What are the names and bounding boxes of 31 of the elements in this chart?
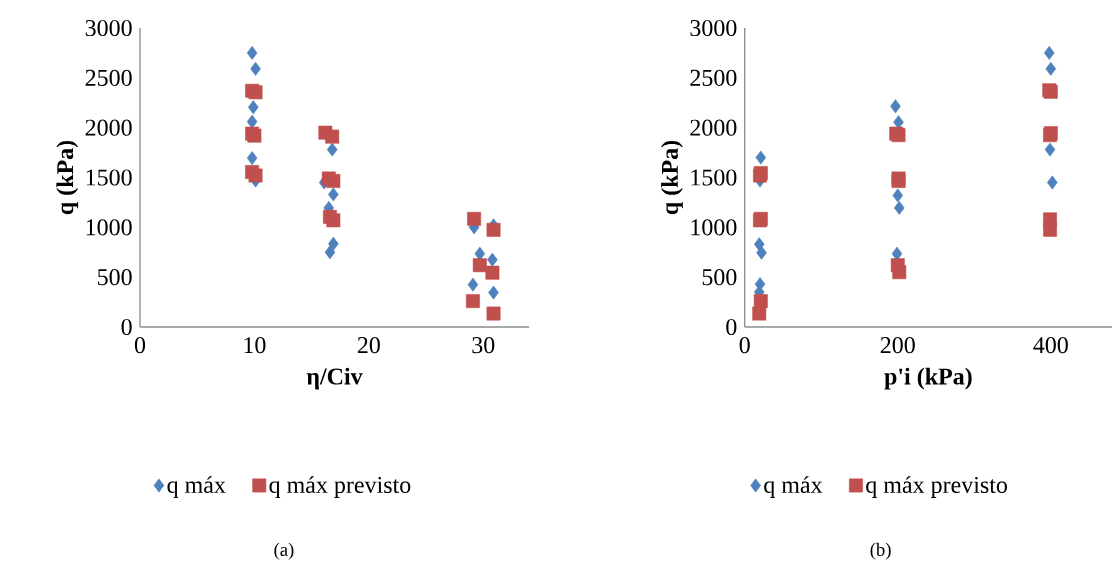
y-tick-label: 1000 — [691, 219, 737, 236]
text: (b) — [870, 542, 891, 560]
y-axis-title: q (kPa) — [661, 140, 683, 215]
y-tick-label: 2000 — [690, 119, 737, 136]
y-tick-label: 3000 — [690, 19, 737, 37]
y-tick-label: 2500 — [690, 69, 737, 86]
x-tick-label: 30 — [472, 337, 495, 354]
x-axis-title: p'i (kPa) — [884, 367, 972, 390]
y-tick-label: 2500 — [85, 69, 132, 86]
legend-label: q máx — [764, 476, 823, 498]
text: (a) — [274, 542, 294, 560]
y-tick-label: 0 — [726, 318, 737, 336]
y-tick-label: 1000 — [86, 219, 132, 236]
x-tick-label: 20 — [357, 337, 380, 354]
x-tick-label: 0 — [134, 337, 146, 354]
legend-label: q máx — [167, 476, 226, 498]
y-tick-label: 500 — [98, 269, 132, 286]
x-tick-label: 0 — [739, 337, 750, 354]
y-tick-label: 3000 — [85, 19, 132, 37]
y-tick-label: 500 — [702, 269, 737, 286]
x-axis-title: η/Civ — [306, 367, 363, 390]
legend-label: q máx previsto — [269, 476, 411, 498]
x-tick-label: 10 — [244, 337, 266, 354]
y-tick-label: 1500 — [86, 169, 132, 186]
y-axis-title: q (kPa) — [56, 140, 79, 215]
x-tick-label: 200 — [880, 337, 915, 354]
x-tick-label: 400 — [1033, 337, 1068, 354]
y-tick-label: 1500 — [691, 169, 737, 186]
y-tick-label: 2000 — [85, 119, 132, 136]
y-tick-label: 0 — [121, 318, 132, 336]
legend-label: q máx previsto — [866, 476, 1007, 498]
